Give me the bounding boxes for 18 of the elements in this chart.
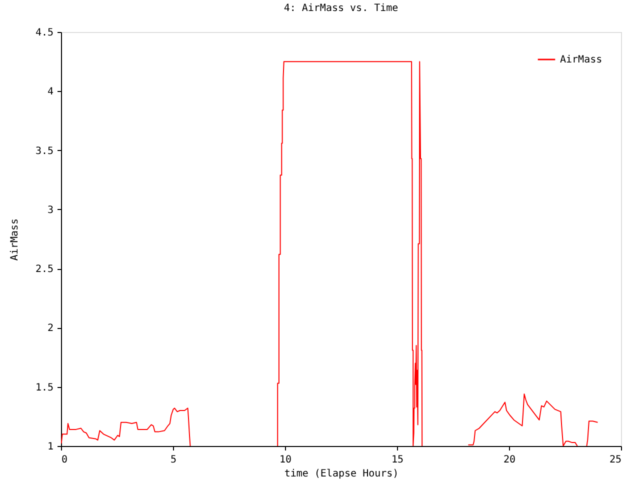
y-tick-label: 4.5 <box>35 28 54 38</box>
x-tick-label: 20 <box>503 454 516 466</box>
y-tick-label: 1 <box>47 442 54 452</box>
x-tick-label: 5 <box>170 454 177 466</box>
y-tick-label: 3.5 <box>35 146 54 157</box>
x-tick-label: 25 <box>609 454 622 466</box>
y-tick-label: 2.5 <box>35 264 54 276</box>
y-tick-label: 4 <box>47 86 54 98</box>
x-tick-label: 15 <box>391 454 404 466</box>
y-tick-label: 2 <box>47 323 54 334</box>
y-tick-label: 3 <box>47 204 54 216</box>
x-tick-label: 0 <box>62 454 68 466</box>
y-axis-title: AirMass <box>9 218 20 261</box>
legend-label: AirMass <box>560 54 602 66</box>
chart-title: 4: AirMass vs. Time <box>284 3 398 14</box>
x-tick-label: 10 <box>279 454 292 466</box>
y-tick-label: 1.5 <box>35 382 54 394</box>
x-axis-title: time (Elapse Hours) <box>284 468 399 480</box>
